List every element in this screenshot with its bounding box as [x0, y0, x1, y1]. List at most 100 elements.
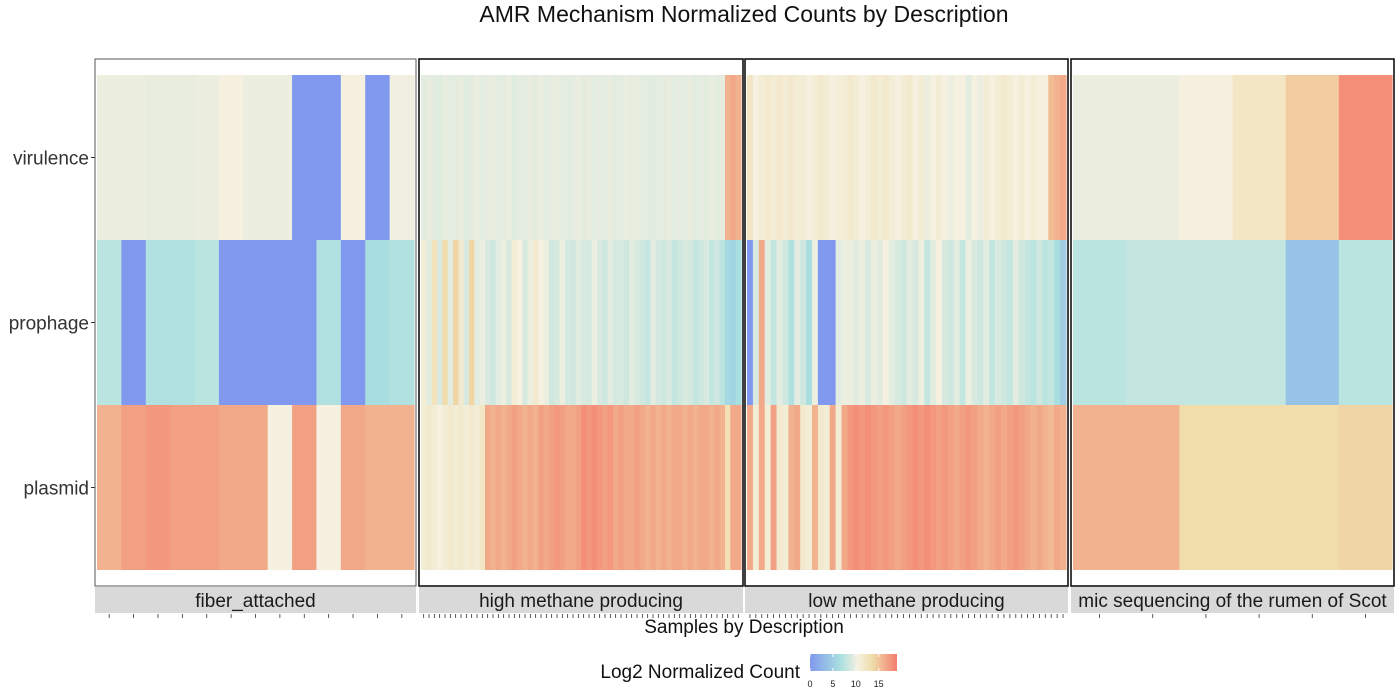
heatmap-cell: [1012, 405, 1020, 570]
heatmap-cell: [469, 405, 475, 570]
heatmap-cell: [421, 75, 427, 240]
heatmap-cell: [835, 240, 843, 405]
heatmap-cell: [243, 75, 269, 240]
heatmap-cell: [437, 240, 443, 405]
heatmap-cell: [989, 405, 996, 570]
facet-panel: fiber_attached: [94, 58, 417, 618]
heatmap-cell: [882, 405, 890, 570]
heatmap-cell: [666, 75, 673, 240]
heatmap-cell: [853, 405, 860, 570]
heatmap-cell: [853, 75, 860, 240]
heatmap-cell: [623, 240, 630, 405]
heatmap-cell: [698, 75, 705, 240]
heatmap-cell: [764, 75, 772, 240]
heatmap-cell: [517, 75, 523, 240]
heatmap-cell: [1018, 405, 1026, 570]
heatmap-cell: [829, 75, 837, 240]
heatmap-cell: [817, 75, 825, 240]
heatmap-cell: [959, 240, 967, 405]
heatmap-cell: [463, 405, 470, 570]
heatmap-cell: [426, 75, 433, 240]
heatmap-cell: [930, 75, 937, 240]
heatmap-cell: [218, 75, 244, 240]
heatmap-cell: [194, 240, 220, 405]
heatmap-cell: [752, 75, 760, 240]
heatmap-cell: [1024, 75, 1032, 240]
heatmap-cell: [888, 240, 896, 405]
heatmap-cell: [1036, 240, 1043, 405]
heatmap-cell: [447, 75, 454, 240]
y-tick-label: plasmid: [24, 479, 89, 500]
heatmap-cell: [581, 240, 587, 405]
heatmap-cell: [629, 405, 635, 570]
heatmap-cell: [340, 405, 366, 570]
heatmap-cell: [447, 240, 454, 405]
heatmap-cell: [292, 240, 318, 405]
heatmap-cell: [316, 405, 342, 570]
heatmap-cell: [463, 240, 470, 405]
heatmap-cell: [243, 240, 269, 405]
heatmap-cell: [924, 240, 931, 405]
heatmap-cell: [823, 75, 831, 240]
heatmap-cell: [170, 405, 196, 570]
heatmap-cell: [121, 75, 147, 240]
heatmap-cell: [983, 405, 990, 570]
heatmap-cell: [941, 75, 949, 240]
heatmap-cell: [871, 75, 878, 240]
heatmap-cell: [431, 75, 438, 240]
heatmap-cell: [835, 405, 843, 570]
heatmap-cell: [983, 75, 990, 240]
heatmap-cell: [639, 240, 646, 405]
facet-strip: [419, 587, 743, 613]
y-tick-label: prophage: [9, 314, 89, 335]
heatmap-cell: [629, 240, 635, 405]
heatmap-cell: [458, 405, 465, 570]
heatmap-cell: [292, 405, 318, 570]
heatmap-cell: [543, 405, 550, 570]
heatmap-cell: [725, 75, 731, 240]
heatmap-cell: [1126, 75, 1180, 240]
facet-strip-label: high methane producing: [479, 591, 683, 612]
heatmap-cell: [1042, 405, 1049, 570]
heatmap-cell: [1018, 240, 1026, 405]
heatmap-cell: [977, 75, 984, 240]
heatmap-cell: [121, 240, 147, 405]
heatmap-cell: [730, 75, 737, 240]
facet-strip: [95, 587, 416, 613]
heatmap-cell: [607, 405, 614, 570]
heatmap-cell: [782, 405, 789, 570]
heatmap-cell: [782, 75, 789, 240]
heatmap-cell: [1338, 240, 1393, 405]
heatmap-cell: [959, 405, 967, 570]
heatmap-cell: [618, 240, 625, 405]
heatmap-cell: [479, 240, 486, 405]
heatmap-cell: [527, 240, 534, 405]
heatmap-cell: [655, 75, 662, 240]
heatmap-cell: [953, 240, 961, 405]
heatmap-cell: [882, 75, 890, 240]
heatmap-cell: [522, 405, 529, 570]
heatmap-cell: [634, 240, 641, 405]
heatmap-cell: [693, 405, 699, 570]
heatmap-cell: [764, 240, 772, 405]
heatmap-cell: [661, 405, 667, 570]
heatmap-cell: [474, 405, 481, 570]
heatmap-cell: [847, 75, 854, 240]
heatmap-cell: [865, 240, 872, 405]
heatmap-cell: [794, 75, 801, 240]
heatmap-cell: [714, 75, 721, 240]
heatmap-cell: [365, 75, 391, 240]
heatmap-cell: [776, 75, 784, 240]
heatmap-cell: [719, 405, 726, 570]
heatmap-cell: [865, 75, 872, 240]
heatmap-cell: [936, 75, 943, 240]
heatmap-cell: [485, 240, 491, 405]
heatmap-cell: [495, 240, 502, 405]
heatmap-cell: [882, 240, 890, 405]
heatmap-cell: [900, 75, 908, 240]
heatmap-cell: [888, 405, 896, 570]
heatmap-cell: [365, 240, 391, 405]
heatmap-cell: [1073, 405, 1127, 570]
heatmap-cell: [735, 75, 742, 240]
